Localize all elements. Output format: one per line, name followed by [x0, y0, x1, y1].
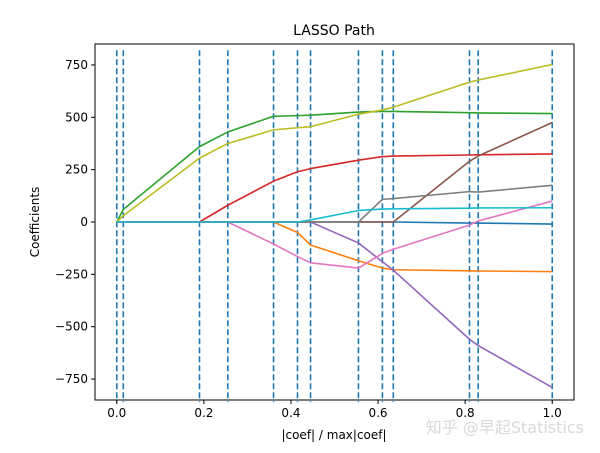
y-tick-label: −500: [55, 320, 88, 334]
x-tick-label: 0.6: [368, 406, 387, 420]
y-tick-label: 500: [65, 110, 88, 124]
x-axis-title: |coef| / max|coef|: [281, 428, 386, 442]
x-tick-label: 0.8: [456, 406, 475, 420]
coefficient-path-10: [116, 206, 553, 223]
plot-area: [115, 50, 554, 403]
chart-title: LASSO Path: [293, 23, 375, 39]
coefficient-path-3: [116, 110, 553, 223]
coefficient-path-9: [116, 63, 553, 223]
y-tick-label: 0: [80, 215, 88, 229]
y-tick-label: 750: [65, 58, 88, 72]
x-tick-label: 0.2: [194, 406, 213, 420]
x-tick-label: 1.0: [543, 406, 562, 420]
y-tick-label: −250: [55, 267, 88, 281]
y-axis: −750 −500 −250 0 250 500 750: [55, 58, 95, 386]
x-axis: 0.0 0.2 0.4 0.6 0.8 1.0: [107, 400, 562, 420]
watermark-text: 知乎 @早起Statistics: [426, 418, 584, 437]
x-tick-label: 0.0: [107, 406, 126, 420]
y-axis-title: Coefficients: [28, 187, 42, 258]
y-tick-label: 250: [65, 163, 88, 177]
y-tick-label: −750: [55, 372, 88, 386]
x-tick-label: 0.4: [281, 406, 300, 420]
